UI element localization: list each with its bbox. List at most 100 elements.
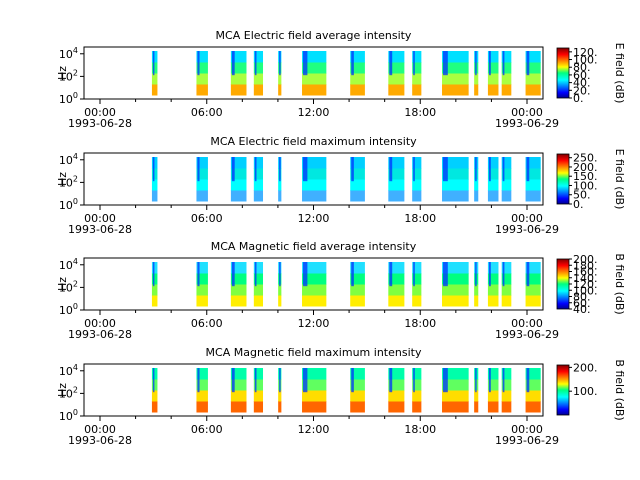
- x-tick-date: 1993-06-28: [68, 223, 132, 236]
- spectrogram-strip: [151, 51, 158, 96]
- colorbar-tick-label: 60.: [573, 297, 591, 310]
- spectrogram-strip: [525, 368, 541, 413]
- colorbar-tick-label: 100.: [573, 284, 598, 297]
- colorbar: [556, 153, 570, 205]
- spectrogram-strip: [412, 368, 422, 413]
- spectrogram-strip: [151, 157, 158, 202]
- x-tick-label: 00:00: [84, 423, 116, 436]
- x-tick-label: 00:00: [511, 317, 543, 330]
- spectrogram-strip: [412, 157, 422, 202]
- spectrogram-strip: [442, 262, 469, 307]
- y-tick-label: 100: [59, 408, 78, 423]
- spectrogram-strip: [525, 51, 541, 96]
- x-tick-date: 1993-06-29: [495, 434, 559, 447]
- panel-1: MCA Electric field average intensity 100 1…: [56, 29, 626, 130]
- colorbar: [556, 364, 570, 416]
- x-tick-label: 00:00: [84, 106, 116, 119]
- x-tick-date: 1993-06-29: [495, 328, 559, 341]
- x-tick-label: 00:00: [511, 423, 543, 436]
- spectrogram-strip: [253, 368, 264, 413]
- y-tick-label: 102: [59, 174, 78, 189]
- x-tick-label: 06:00: [191, 317, 223, 330]
- colorbar-tick-label: 100.: [573, 179, 598, 192]
- spectrogram-strip: [474, 51, 479, 96]
- spectrogram-strip: [196, 157, 208, 202]
- spectrogram-strip: [230, 51, 247, 96]
- y-tick-label: 104: [59, 363, 78, 378]
- x-tick-label: 18:00: [404, 317, 436, 330]
- spectrogram-strip: [487, 51, 499, 96]
- colorbar-tick-label: 0.: [573, 198, 584, 211]
- spectrogram-strip: [230, 368, 247, 413]
- spectrogram-strip: [278, 262, 282, 307]
- colorbar-label: B field (dB): [613, 359, 626, 420]
- colorbar-tick-label: 140.: [573, 272, 598, 285]
- x-tick-label: 00:00: [84, 212, 116, 225]
- colorbar-tick-label: 160.: [573, 266, 598, 279]
- spectrogram-strip: [302, 51, 327, 96]
- panel-title: MCA Magnetic field average intensity: [211, 240, 417, 253]
- spectrogram-strip: [412, 51, 422, 96]
- spectrogram-strip: [501, 368, 512, 413]
- spectrogram-strip: [302, 157, 327, 202]
- colorbar-tick-label: 60.: [573, 69, 591, 82]
- spectrogram-strip: [487, 262, 499, 307]
- colorbar-label: B field (dB): [613, 253, 626, 314]
- y-axis-label: Hz: [56, 66, 69, 80]
- spectrogram-strip: [278, 157, 282, 202]
- spectrogram-strip: [525, 262, 541, 307]
- spectrogram-strip: [230, 262, 247, 307]
- spectrogram-strip: [388, 262, 405, 307]
- panel-2: MCA Electric field maximum intensity 100 1…: [56, 135, 626, 236]
- colorbar-tick-label: 0.: [573, 92, 584, 105]
- y-tick-label: 104: [59, 152, 78, 167]
- colorbar-tick-label: 80.: [573, 61, 591, 74]
- spectrogram-strip: [196, 51, 208, 96]
- y-tick-label: 100: [59, 91, 78, 106]
- spectrogram-strip: [151, 368, 158, 413]
- spectrogram-strip: [388, 51, 405, 96]
- spectrogram-strip: [253, 157, 264, 202]
- colorbar-tick-label: 180.: [573, 259, 598, 272]
- y-tick-label: 102: [59, 279, 78, 294]
- spectrogram-strip: [474, 157, 479, 202]
- spectrogram-strip: [388, 157, 405, 202]
- spectrogram-strip: [253, 51, 264, 96]
- colorbar-tick-label: 50.: [573, 189, 591, 202]
- spectrogram-strip: [350, 368, 365, 413]
- panel-3: MCA Magnetic field average intensity 100 1…: [56, 240, 626, 341]
- spectrogram-strip: [501, 262, 512, 307]
- x-tick-label: 00:00: [511, 106, 543, 119]
- spectrogram-strip: [412, 262, 422, 307]
- spectrogram-strip: [350, 262, 365, 307]
- colorbar-label: E field (dB): [613, 149, 626, 210]
- x-tick-date: 1993-06-29: [495, 223, 559, 236]
- x-tick-label: 00:00: [511, 212, 543, 225]
- x-tick-label: 12:00: [298, 423, 330, 436]
- x-tick-label: 12:00: [298, 106, 330, 119]
- colorbar-label: E field (dB): [613, 43, 626, 104]
- colorbar: [556, 258, 570, 310]
- x-tick-label: 18:00: [404, 423, 436, 436]
- y-axis-label: Hz: [56, 277, 69, 291]
- colorbar-tick-label: 200.: [573, 361, 598, 374]
- panel-title: MCA Electric field average intensity: [216, 29, 412, 42]
- y-axis-label: Hz: [56, 383, 69, 397]
- colorbar-tick-label: 200.: [573, 161, 598, 174]
- panel-title: MCA Electric field maximum intensity: [210, 135, 417, 148]
- colorbar-tick-label: 40.: [573, 303, 591, 316]
- x-tick-date: 1993-06-28: [68, 117, 132, 130]
- spectrogram-strip: [442, 51, 469, 96]
- y-tick-label: 102: [59, 385, 78, 400]
- colorbar-tick-label: 150.: [573, 170, 598, 183]
- spectrogram-strip: [302, 262, 327, 307]
- spectrogram-strip: [253, 262, 264, 307]
- spectrogram-strip: [151, 262, 158, 307]
- spectrogram-strip: [350, 51, 365, 96]
- x-tick-label: 18:00: [404, 212, 436, 225]
- colorbar-tick-label: 120.: [573, 46, 598, 59]
- colorbar-tick-label: 40.: [573, 77, 591, 90]
- spectrogram-strip: [302, 368, 327, 413]
- spectrogram-strip: [487, 368, 499, 413]
- y-tick-label: 102: [59, 68, 78, 83]
